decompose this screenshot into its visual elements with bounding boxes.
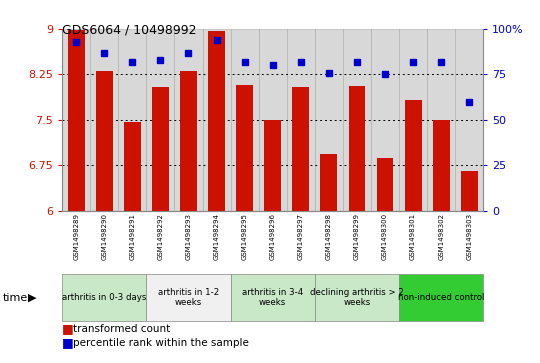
Bar <box>118 29 146 211</box>
Bar <box>62 274 146 321</box>
Bar <box>371 29 399 211</box>
Bar <box>315 274 399 321</box>
Bar <box>292 86 309 211</box>
Bar <box>152 87 169 211</box>
Text: arthritis in 1-2
weeks: arthritis in 1-2 weeks <box>158 288 219 307</box>
Text: ▶: ▶ <box>28 293 37 303</box>
Bar <box>264 120 281 211</box>
Bar <box>68 30 85 211</box>
Bar <box>455 29 483 211</box>
Text: transformed count: transformed count <box>73 323 170 334</box>
Bar <box>404 101 422 211</box>
Bar <box>399 29 427 211</box>
Text: ■: ■ <box>62 337 74 350</box>
Bar <box>315 29 343 211</box>
Bar <box>231 29 259 211</box>
Text: GDS6064 / 10498992: GDS6064 / 10498992 <box>62 24 197 37</box>
Bar <box>376 158 394 211</box>
Bar <box>208 31 225 211</box>
Bar <box>427 29 455 211</box>
Bar <box>231 274 315 321</box>
Bar <box>96 72 113 211</box>
Text: declining arthritis > 2
weeks: declining arthritis > 2 weeks <box>310 288 404 307</box>
Bar <box>433 120 450 211</box>
Bar <box>287 29 315 211</box>
Text: non-induced control: non-induced control <box>398 293 484 302</box>
Bar <box>202 29 231 211</box>
Bar <box>62 29 90 211</box>
Bar <box>320 154 338 211</box>
Text: percentile rank within the sample: percentile rank within the sample <box>73 338 249 348</box>
Bar <box>146 274 231 321</box>
Text: time: time <box>3 293 28 303</box>
Bar <box>124 122 141 211</box>
Bar <box>90 29 118 211</box>
Text: ■: ■ <box>62 322 74 335</box>
Bar <box>259 29 287 211</box>
Bar <box>174 29 202 211</box>
Bar <box>146 29 174 211</box>
Bar <box>343 29 371 211</box>
Bar <box>399 274 483 321</box>
Bar <box>461 171 478 211</box>
Text: arthritis in 0-3 days: arthritis in 0-3 days <box>62 293 146 302</box>
Bar <box>348 86 366 211</box>
Text: arthritis in 3-4
weeks: arthritis in 3-4 weeks <box>242 288 303 307</box>
Bar <box>180 72 197 211</box>
Bar <box>236 85 253 211</box>
